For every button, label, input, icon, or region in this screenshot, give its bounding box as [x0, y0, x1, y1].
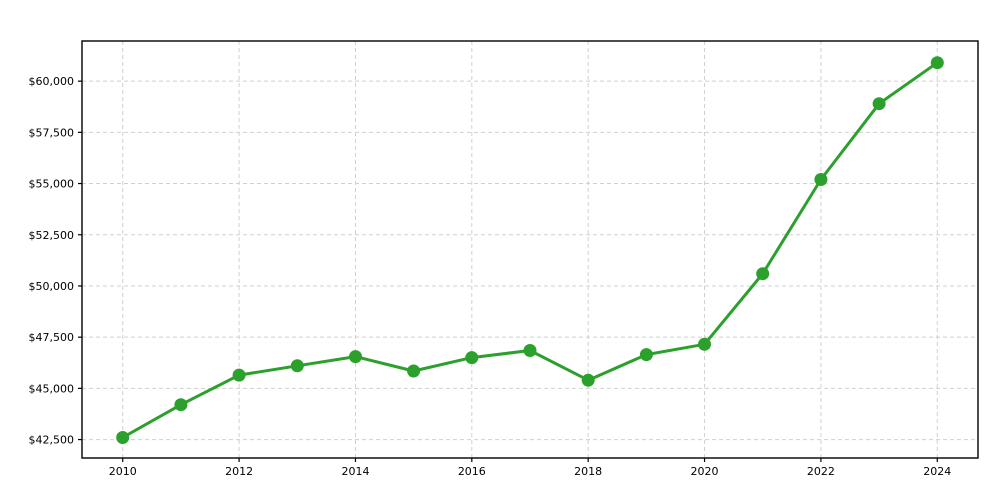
data-point-2022 [814, 173, 828, 186]
y-tick-label: $45,000 [29, 382, 75, 395]
y-tick-label: $52,500 [29, 229, 75, 242]
x-tick-label: 2020 [691, 465, 719, 478]
y-tick-label: $60,000 [29, 75, 75, 88]
x-tick-label: 2018 [574, 465, 602, 478]
x-tick-label: 2024 [923, 465, 951, 478]
data-point-2010 [116, 431, 130, 444]
y-tick-label: $42,500 [29, 434, 75, 447]
data-point-2019 [639, 348, 653, 362]
x-tick-label: 2014 [341, 465, 369, 478]
y-tick-label: $47,500 [29, 331, 75, 344]
data-point-2024 [930, 56, 944, 70]
y-tick-label: $57,500 [29, 126, 75, 139]
plot-border [81, 40, 979, 459]
data-point-2023 [872, 97, 886, 111]
data-point-2020 [698, 337, 711, 351]
data-point-2012 [232, 368, 246, 382]
y-tick-label: $55,000 [29, 178, 75, 191]
data-point-2018 [581, 373, 595, 387]
y-tick-label: $50,000 [29, 280, 75, 293]
data-point-2021 [756, 267, 770, 281]
data-point-2016 [465, 351, 479, 365]
data-point-2017 [523, 344, 537, 357]
x-tick-label: 2016 [458, 465, 486, 478]
data-point-2011 [174, 398, 188, 412]
data-point-2015 [407, 364, 421, 378]
x-tick-label: 2022 [807, 465, 835, 478]
x-tick-label: 2010 [109, 465, 137, 478]
data-point-2014 [349, 350, 362, 364]
data-point-2013 [290, 359, 304, 373]
x-tick-label: 2012 [225, 465, 253, 478]
